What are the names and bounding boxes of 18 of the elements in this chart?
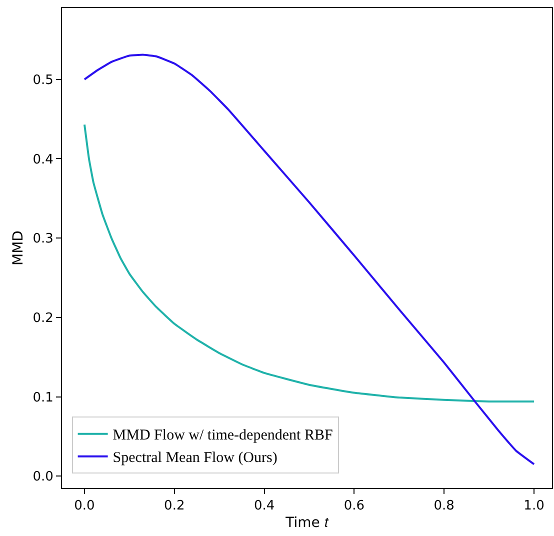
y-axis-title: MMD — [10, 230, 26, 266]
y-tick-label: 0.2 — [32, 310, 54, 326]
y-tick-label: 0.0 — [32, 470, 54, 485]
x-axis-title: Time 𝑡 — [284, 514, 330, 531]
x-tick-label: 0.2 — [164, 498, 185, 514]
y-tick-label: 0.4 — [32, 152, 54, 168]
x-tick-label: 1.0 — [524, 498, 544, 514]
legend-label: Spectral Mean Flow (Ours) — [112, 450, 278, 466]
x-tick-label: 0.6 — [344, 498, 365, 514]
legend-label: MMD Flow w/ time-dependent RBF — [112, 428, 333, 444]
line-series — [83, 124, 536, 403]
line-series — [83, 54, 536, 466]
x-tick-label: 0.0 — [74, 498, 95, 514]
y-tick-label: 0.5 — [32, 72, 54, 88]
y-tick-label: 0.3 — [32, 232, 54, 247]
x-tick-label: 0.8 — [434, 498, 454, 514]
x-tick-label: 0.4 — [254, 498, 275, 514]
y-tick-label: 0.1 — [32, 390, 54, 406]
